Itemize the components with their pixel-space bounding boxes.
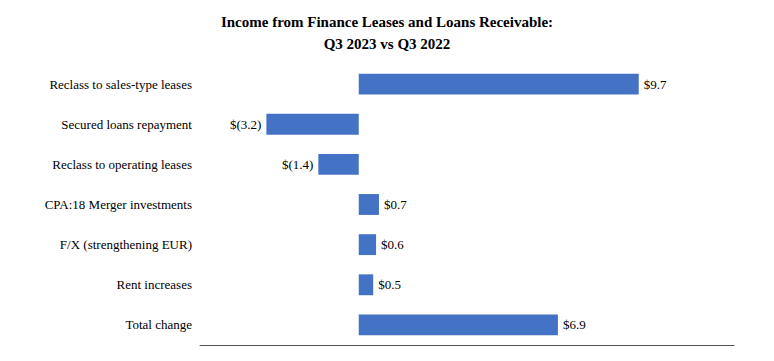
- svg-text:Reclass to operating leases: Reclass to operating leases: [52, 157, 192, 172]
- svg-text:$0.5: $0.5: [378, 277, 401, 292]
- svg-text:$6.9: $6.9: [563, 317, 586, 332]
- svg-text:Reclass to sales-type leases: Reclass to sales-type leases: [49, 77, 192, 92]
- svg-text:$(1.4): $(1.4): [282, 157, 313, 172]
- svg-text:CPA:18 Merger investments: CPA:18 Merger investments: [45, 197, 192, 212]
- svg-text:F/X (strengthening EUR): F/X (strengthening EUR): [60, 237, 192, 252]
- svg-text:$0.7: $0.7: [384, 197, 407, 212]
- svg-text:Total change: Total change: [125, 317, 192, 332]
- svg-text:Income from Finance Leases and: Income from Finance Leases and Loans Rec…: [221, 14, 553, 30]
- svg-text:$(3.2): $(3.2): [230, 117, 261, 132]
- svg-text:Rent increases: Rent increases: [117, 277, 192, 292]
- svg-text:Q3 2023 vs Q3 2022: Q3 2023 vs Q3 2022: [324, 36, 451, 52]
- svg-text:$0.6: $0.6: [381, 237, 404, 252]
- svg-text:Secured loans repayment: Secured loans repayment: [61, 117, 192, 132]
- svg-text:$9.7: $9.7: [644, 77, 667, 92]
